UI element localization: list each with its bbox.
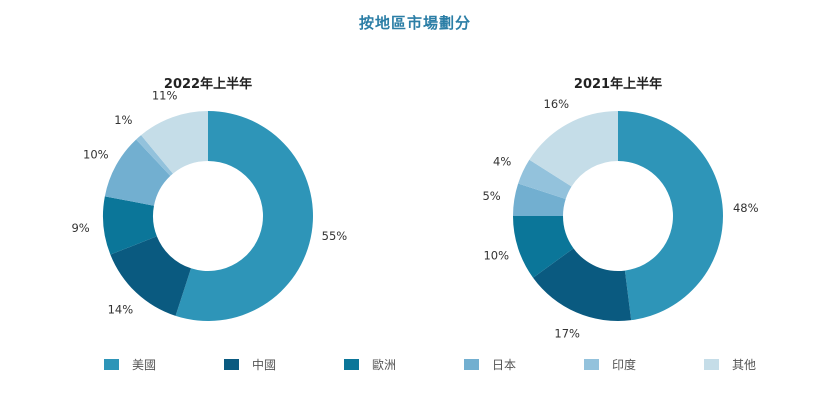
legend-swatch [224, 359, 239, 370]
legend-label: 歐洲 [372, 357, 396, 372]
slice-2021-4 [518, 159, 572, 200]
data-label: 48% [733, 201, 759, 215]
data-label: 14% [108, 302, 134, 316]
legend-swatch [344, 359, 359, 370]
chart-title: 按地區市場劃分 [359, 14, 471, 32]
legend-swatch [104, 359, 119, 370]
legend-label: 日本 [492, 358, 516, 372]
data-label: 9% [71, 221, 89, 235]
slice-2022-1 [110, 236, 192, 316]
slice-2021-5 [529, 111, 618, 187]
legend-label: 美國 [132, 358, 156, 372]
slice-2022-4 [136, 135, 173, 176]
data-label: 55% [322, 229, 348, 243]
slice-2021-2 [513, 216, 574, 278]
slice-2022-5 [141, 111, 208, 174]
data-label: 10% [83, 147, 109, 161]
slice-2021-3 [513, 183, 566, 216]
legend-swatch [584, 359, 599, 370]
slice-2022-3 [104, 139, 171, 206]
legend-label: 其他 [732, 358, 756, 372]
slice-2022-0 [175, 111, 314, 321]
data-label: 5% [482, 189, 500, 203]
legend: 美國 中國 歐洲 日本 印度 其他 [104, 357, 756, 372]
data-label: 11% [152, 89, 178, 103]
data-label: 10% [483, 249, 509, 263]
data-label: 16% [544, 97, 570, 111]
data-label: 1% [114, 113, 132, 127]
legend-label: 中國 [252, 357, 276, 372]
donut-2021-subtitle: 2021年上半年 [574, 76, 662, 92]
legend-label: 印度 [612, 357, 636, 372]
slice-2021-1 [533, 248, 632, 322]
data-label: 17% [554, 326, 580, 340]
legend-swatch [704, 359, 719, 370]
slice-2021-0 [618, 111, 724, 321]
slice-2022-2 [103, 196, 157, 255]
donut-2022-subtitle: 2022年上半年 [164, 76, 252, 92]
data-label: 4% [493, 155, 511, 169]
legend-swatch [464, 359, 479, 370]
